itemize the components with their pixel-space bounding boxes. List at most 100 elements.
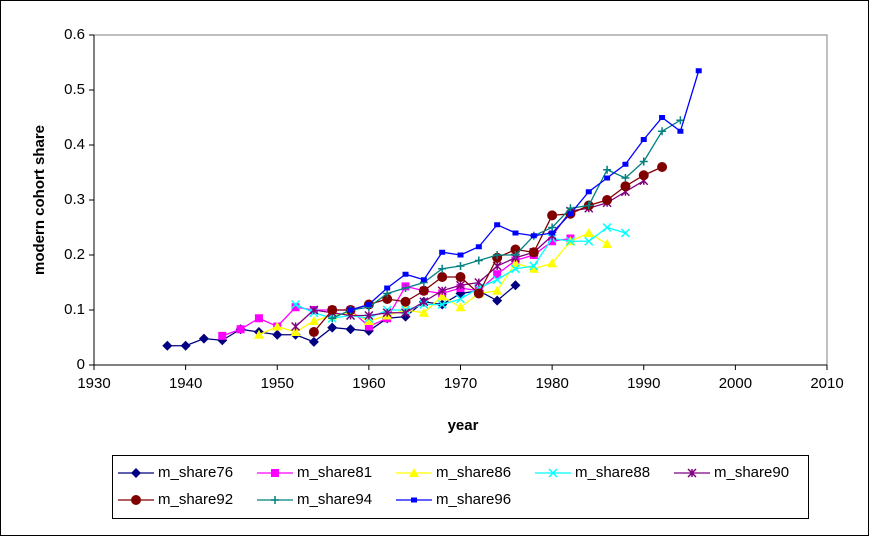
legend-label: m_share96 bbox=[436, 491, 511, 508]
marker bbox=[437, 272, 448, 282]
series-line bbox=[350, 70, 700, 311]
marker bbox=[382, 308, 392, 318]
marker bbox=[401, 284, 410, 292]
marker bbox=[620, 181, 631, 192]
marker bbox=[620, 228, 630, 238]
x-tick-label: 1960 bbox=[352, 375, 385, 392]
marker bbox=[687, 468, 697, 478]
y-tick-label: 0.4 bbox=[64, 136, 85, 153]
legend-label: m_share88 bbox=[575, 464, 650, 481]
x-tick-label: 1990 bbox=[627, 375, 660, 392]
marker bbox=[622, 161, 629, 167]
y-tick-label: 0.1 bbox=[64, 301, 85, 318]
marker bbox=[657, 162, 668, 172]
marker bbox=[602, 222, 612, 233]
marker bbox=[327, 322, 338, 333]
marker bbox=[493, 251, 502, 259]
marker bbox=[291, 303, 300, 312]
marker bbox=[528, 263, 539, 273]
marker bbox=[437, 291, 448, 301]
marker bbox=[511, 251, 520, 259]
y-tick-label: 0.6 bbox=[64, 26, 85, 43]
marker bbox=[638, 170, 649, 181]
marker bbox=[271, 496, 279, 504]
marker bbox=[411, 497, 417, 503]
marker bbox=[494, 222, 501, 228]
marker bbox=[512, 230, 519, 236]
x-tick-label: 1980 bbox=[535, 375, 568, 392]
marker bbox=[271, 469, 279, 477]
marker bbox=[400, 296, 411, 307]
marker bbox=[603, 165, 612, 174]
legend-label: m_share92 bbox=[158, 491, 233, 508]
marker bbox=[218, 331, 227, 340]
legend-label: m_share81 bbox=[297, 464, 372, 481]
legend-label: m_share86 bbox=[436, 464, 511, 481]
marker bbox=[308, 336, 319, 347]
marker bbox=[364, 322, 373, 331]
legend bbox=[112, 455, 809, 519]
plot-area bbox=[93, 34, 828, 366]
marker bbox=[566, 204, 575, 213]
marker bbox=[384, 285, 391, 291]
marker bbox=[272, 329, 283, 340]
marker bbox=[492, 275, 502, 285]
marker bbox=[328, 314, 337, 323]
marker bbox=[475, 244, 482, 250]
marker bbox=[493, 270, 502, 279]
marker bbox=[567, 211, 574, 217]
marker bbox=[474, 277, 484, 288]
marker bbox=[438, 264, 447, 273]
y-tick-label: 0 bbox=[77, 356, 85, 373]
marker bbox=[492, 285, 503, 295]
marker bbox=[474, 256, 483, 265]
marker bbox=[455, 302, 466, 312]
legend-label: m_share76 bbox=[158, 464, 233, 481]
marker bbox=[455, 294, 466, 304]
series-line bbox=[331, 119, 681, 319]
marker bbox=[180, 340, 191, 351]
marker bbox=[510, 264, 521, 274]
marker bbox=[363, 316, 374, 325]
marker bbox=[510, 280, 521, 291]
marker bbox=[437, 286, 447, 296]
marker bbox=[290, 327, 301, 336]
legend-label: m_share90 bbox=[714, 464, 789, 481]
marker bbox=[584, 201, 593, 210]
x-tick-label: 2010 bbox=[810, 375, 843, 392]
marker bbox=[131, 495, 141, 505]
marker bbox=[409, 468, 419, 477]
y-tick-label: 0.2 bbox=[64, 246, 85, 263]
marker bbox=[529, 261, 539, 271]
marker bbox=[492, 295, 503, 306]
marker bbox=[583, 228, 594, 237]
marker bbox=[291, 321, 301, 332]
marker bbox=[383, 289, 392, 298]
marker bbox=[548, 237, 557, 246]
marker bbox=[547, 210, 558, 221]
marker bbox=[437, 299, 447, 310]
marker bbox=[236, 325, 245, 334]
marker bbox=[419, 297, 429, 307]
marker bbox=[347, 307, 354, 313]
marker bbox=[548, 223, 557, 232]
marker bbox=[418, 285, 429, 296]
marker bbox=[162, 340, 173, 351]
marker bbox=[365, 302, 372, 307]
marker bbox=[621, 174, 630, 182]
marker bbox=[198, 333, 209, 344]
marker bbox=[640, 137, 647, 142]
marker bbox=[473, 288, 484, 299]
marker bbox=[402, 271, 409, 277]
marker bbox=[457, 252, 464, 258]
marker bbox=[455, 280, 466, 290]
marker bbox=[308, 316, 319, 325]
x-axis-title: year bbox=[448, 417, 479, 434]
marker bbox=[659, 115, 666, 120]
x-tick-label: 2000 bbox=[719, 375, 752, 392]
y-axis-title: modern cohort share bbox=[31, 125, 48, 275]
x-tick-label: 1940 bbox=[169, 375, 202, 392]
x-tick-label: 1930 bbox=[77, 375, 110, 392]
